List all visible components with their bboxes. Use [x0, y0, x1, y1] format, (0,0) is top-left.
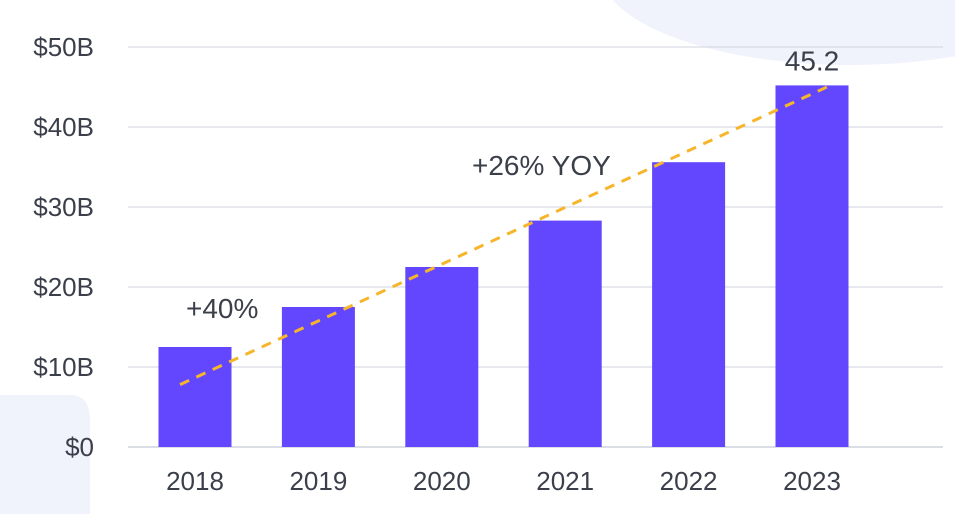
- y-tick-label: $30B: [33, 192, 94, 222]
- bar-2021: [528, 220, 602, 447]
- bar-2022: [652, 162, 726, 447]
- growth-annotation-40pct: +40%: [186, 293, 258, 324]
- y-tick-label: $0: [65, 432, 94, 462]
- bar-2019: [281, 307, 355, 447]
- data-label-2023: 45.2: [785, 45, 840, 76]
- x-tick-label: 2020: [413, 466, 471, 496]
- y-tick-label: $10B: [33, 352, 94, 382]
- x-tick-label: 2018: [166, 466, 224, 496]
- y-tick-label: $50B: [33, 32, 94, 62]
- x-tick-label: 2021: [536, 466, 594, 496]
- x-axis-tick-labels: 2018 2019 2020 2021 2022 2023: [166, 466, 841, 496]
- backdrop-shape-top: [612, 0, 955, 65]
- x-tick-label: 2019: [289, 466, 347, 496]
- y-axis-tick-labels: $0 $10B $20B $30B $40B $50B: [33, 32, 94, 462]
- bars: [158, 85, 849, 448]
- x-tick-label: 2023: [783, 466, 841, 496]
- x-tick-label: 2022: [660, 466, 718, 496]
- bar-2020: [405, 267, 479, 447]
- bar-2023: [775, 85, 849, 448]
- backdrop-shape-left: [0, 395, 90, 514]
- trend-line: [179, 85, 828, 386]
- growth-annotation-yoy: +26% YOY: [472, 150, 611, 181]
- y-tick-label: $40B: [33, 112, 94, 142]
- y-tick-label: $20B: [33, 272, 94, 302]
- bar-2018: [158, 347, 232, 447]
